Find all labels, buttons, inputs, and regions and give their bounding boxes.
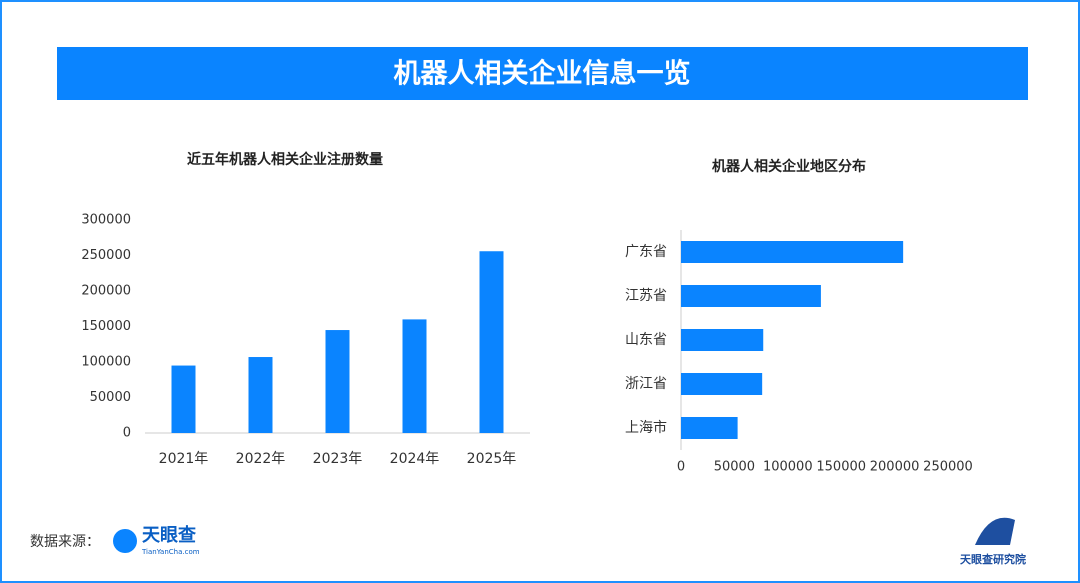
bar: [325, 330, 350, 433]
page-title: 机器人相关企业信息一览: [394, 58, 691, 90]
bar: [681, 241, 904, 263]
bar: [681, 329, 764, 351]
logo-icon: [113, 529, 137, 553]
x-tick-label: 2023年: [313, 451, 363, 467]
logo-text: 天眼查: [142, 524, 196, 546]
y-tick-label: 50000: [90, 390, 131, 405]
y-tick-label: 250000: [81, 248, 131, 263]
x-tick-label: 0: [677, 460, 685, 475]
bar: [681, 417, 738, 439]
bar: [479, 251, 504, 433]
y-tick-label: 广东省: [625, 244, 667, 260]
logo-url: TianYanCha.com: [141, 548, 200, 556]
x-tick-label: 2022年: [236, 451, 286, 467]
x-tick-label: 250000: [923, 460, 973, 475]
x-tick-label: 2025年: [467, 451, 517, 467]
y-tick-label: 浙江省: [625, 376, 667, 392]
chart-title: 近五年机器人相关企业注册数量: [187, 151, 383, 168]
chart-title: 机器人相关企业地区分布: [712, 158, 866, 175]
x-tick-label: 2021年: [159, 451, 209, 467]
y-tick-label: 150000: [81, 319, 131, 334]
institute-text: 天眼查研究院: [960, 552, 1026, 566]
bar: [402, 319, 427, 433]
bar: [681, 373, 763, 395]
y-tick-label: 0: [123, 426, 131, 441]
y-tick-label: 300000: [81, 213, 131, 228]
x-tick-label: 50000: [714, 460, 755, 475]
x-tick-label: 200000: [870, 460, 920, 475]
y-tick-label: 山东省: [625, 332, 667, 348]
y-tick-label: 100000: [81, 355, 131, 370]
x-tick-label: 150000: [816, 460, 866, 475]
x-tick-label: 100000: [763, 460, 813, 475]
title-banner: [57, 47, 1028, 100]
source-label: 数据来源：: [30, 534, 100, 550]
x-tick-label: 2024年: [390, 451, 440, 467]
y-tick-label: 200000: [81, 284, 131, 299]
y-tick-label: 江苏省: [625, 288, 667, 304]
bar: [681, 285, 821, 307]
y-tick-label: 上海市: [625, 419, 667, 436]
institute-icon: [975, 517, 1015, 545]
bar: [171, 365, 196, 433]
bar: [248, 357, 273, 433]
